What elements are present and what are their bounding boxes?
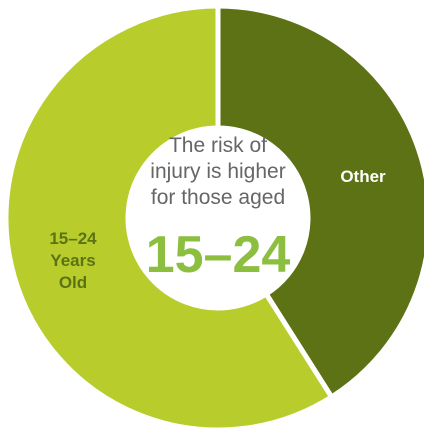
center-text: The risk of injury is higher for those age…: [146, 134, 291, 284]
center-line-0: The risk of: [169, 134, 267, 157]
slice-15-24-years-old: [3, 3, 336, 430]
slice-labels: Other 15–24 Years Old: [49, 167, 386, 292]
slice-label-1: 15–24 Years Old: [49, 229, 97, 292]
center-highlight: 15–24: [146, 226, 291, 284]
center-line-1: injury is higher: [150, 160, 285, 183]
donut-slices: [3, 3, 424, 430]
slice-other: [215, 3, 424, 401]
slice-label-0: Other: [340, 167, 386, 186]
center-line-2: for those aged: [151, 186, 285, 209]
